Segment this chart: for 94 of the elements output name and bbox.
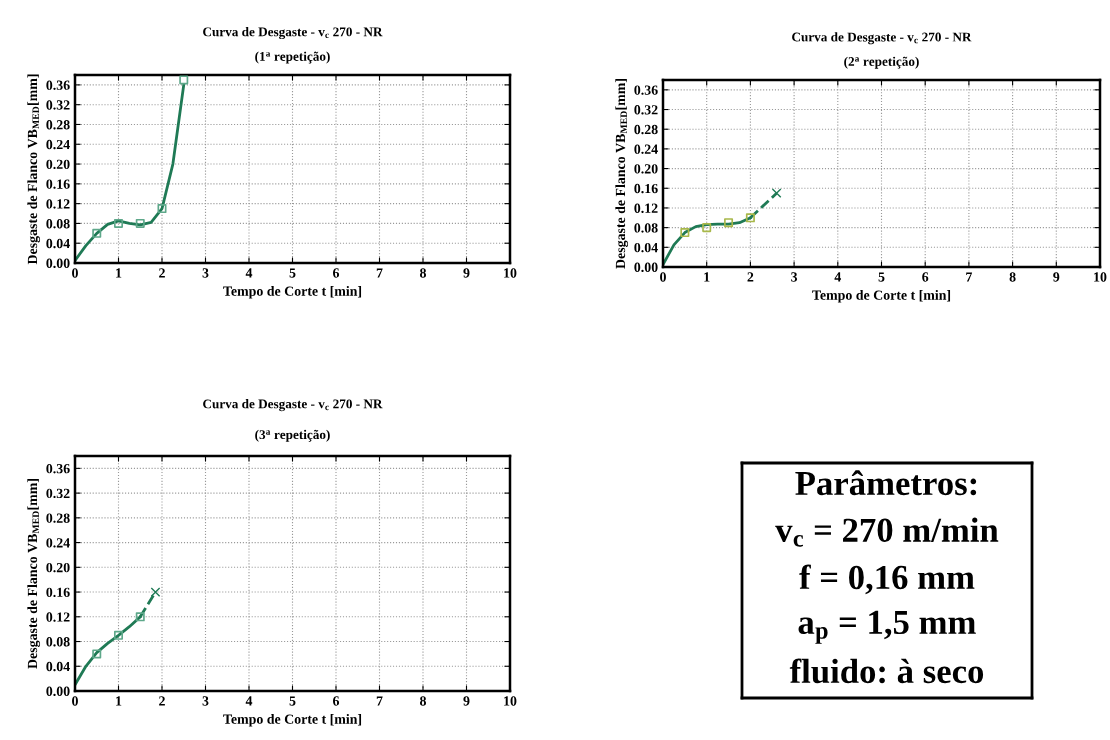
chart-subtitle: (3$^{a}$ repetição) (255, 429, 330, 442)
point (702, 223, 712, 233)
y-axis-title: Desgaste de Flanco VB$_{MED}$[mm] (615, 79, 629, 269)
point (745, 213, 755, 223)
text: v$_{c}$ = 270 m/min (775, 517, 999, 547)
x-axis-title: Tempo de Corte t [min] (223, 714, 362, 727)
y-tick-label: 0.08 (634, 223, 658, 233)
y-tick-label: 0.20 (46, 562, 70, 573)
y-tick-label: 0.12 (46, 612, 70, 622)
y-tick-label: 0.36 (634, 85, 658, 95)
y-tick-label: 0.00 (634, 262, 658, 273)
point (157, 204, 167, 214)
x-tick-label: 1 (116, 268, 122, 278)
y-tick-label: 0.28 (46, 513, 70, 523)
text: Parâmetros: (795, 470, 977, 496)
x-tick-label: 3 (791, 272, 798, 282)
x-tick-label: 9 (463, 696, 470, 706)
y-tick-label: 0.16 (634, 183, 658, 194)
chart-title: Curva de Desgaste - v$_{c}$ 270 - NR (792, 32, 972, 45)
x-tick-label: 6 (333, 268, 340, 278)
y-tick-label: 0.24 (46, 139, 70, 150)
x-tick-label: 7 (966, 272, 973, 282)
point (113, 630, 124, 640)
x-tick-label: 0 (72, 696, 78, 706)
x-tick-label: 2 (159, 268, 165, 278)
point (680, 228, 690, 238)
x-tick-label: 6 (333, 696, 340, 706)
y-tick-label: 0.12 (634, 203, 658, 213)
x-tick-label: 1 (116, 696, 122, 706)
x-tick-label: 7 (376, 268, 383, 278)
y-tick-label: 0.00 (46, 258, 70, 269)
x-tick-label: 10 (1094, 272, 1107, 282)
y-tick-label: 0.12 (46, 199, 70, 209)
x-tick-label: 9 (1053, 272, 1060, 282)
x-tick-label: 4 (245, 696, 253, 706)
y-axis-title: Desgaste de Flanco VB$_{MED}$[mm] (27, 74, 41, 265)
x-tick-label: 10 (504, 696, 517, 706)
y-tick-label: 0.16 (46, 587, 70, 598)
y-tick-label: 0.08 (46, 219, 70, 229)
x-axis-title: Tempo de Corte t [min] (223, 286, 362, 299)
chart-title: Curva de Desgaste - v$_{c}$ 270 - NR (203, 27, 383, 40)
x-tick-label: 8 (419, 268, 427, 278)
y-tick-label: 0.28 (46, 120, 70, 130)
chart-subtitle: (2$^{a}$ repetição) (844, 56, 919, 69)
y-tick-label: 0.32 (46, 488, 70, 499)
x-tick-label: 0 (72, 268, 78, 278)
y-tick-label: 0.00 (46, 686, 70, 697)
x-tick-label: 0 (660, 272, 666, 282)
y-tick-label: 0.20 (634, 164, 658, 174)
chart-subtitle: (1$^{a}$ repetição) (255, 51, 330, 64)
x-tick-label: 3 (202, 268, 209, 278)
y-tick-label: 0.04 (634, 242, 658, 253)
y-axis-title: Desgaste de Flanco VB$_{MED}$[mm] (27, 479, 41, 669)
x-tick-label: 6 (922, 272, 929, 282)
point (92, 649, 102, 659)
point (771, 188, 782, 199)
point (724, 218, 734, 228)
y-tick-label: 0.24 (634, 144, 658, 154)
y-tick-label: 0.28 (634, 124, 658, 135)
x-tick-label: 8 (419, 696, 427, 706)
x-tick-label: 4 (245, 268, 253, 278)
text: a$_{p}$ = 1,5 mm (798, 610, 976, 644)
x-tick-label: 3 (202, 696, 209, 706)
chart-title: Curva de Desgaste - v$_{c}$ 270 - NR (203, 399, 383, 412)
y-tick-label: 0.32 (46, 100, 70, 110)
y-tick-label: 0.20 (46, 159, 70, 170)
text: fluido: à seco (789, 658, 984, 684)
x-tick-label: 5 (289, 696, 296, 706)
point (92, 228, 102, 238)
x-tick-label: 7 (376, 696, 383, 706)
point (150, 587, 161, 597)
x-tick-label: 2 (159, 696, 165, 706)
x-tick-label: 9 (463, 268, 470, 278)
point (179, 75, 189, 85)
x-axis-title: Tempo de Corte t [min] (812, 290, 951, 303)
y-tick-label: 0.36 (46, 80, 70, 90)
x-tick-label: 10 (504, 268, 517, 278)
point (135, 612, 145, 622)
y-tick-label: 0.08 (46, 637, 70, 647)
y-tick-label: 0.36 (46, 463, 70, 474)
y-tick-label: 0.32 (634, 105, 658, 115)
point (113, 218, 124, 228)
y-tick-label: 0.04 (46, 238, 70, 249)
y-tick-label: 0.04 (46, 661, 70, 672)
x-tick-label: 8 (1009, 272, 1016, 282)
x-tick-label: 4 (834, 272, 842, 282)
x-tick-label: 5 (289, 268, 296, 278)
text: f = 0,16 mm (799, 564, 975, 595)
x-tick-label: 1 (704, 272, 710, 282)
y-tick-label: 0.16 (46, 179, 70, 189)
point (135, 218, 145, 228)
x-tick-label: 2 (747, 272, 754, 282)
y-tick-label: 0.24 (46, 538, 70, 548)
x-tick-label: 5 (878, 272, 885, 282)
